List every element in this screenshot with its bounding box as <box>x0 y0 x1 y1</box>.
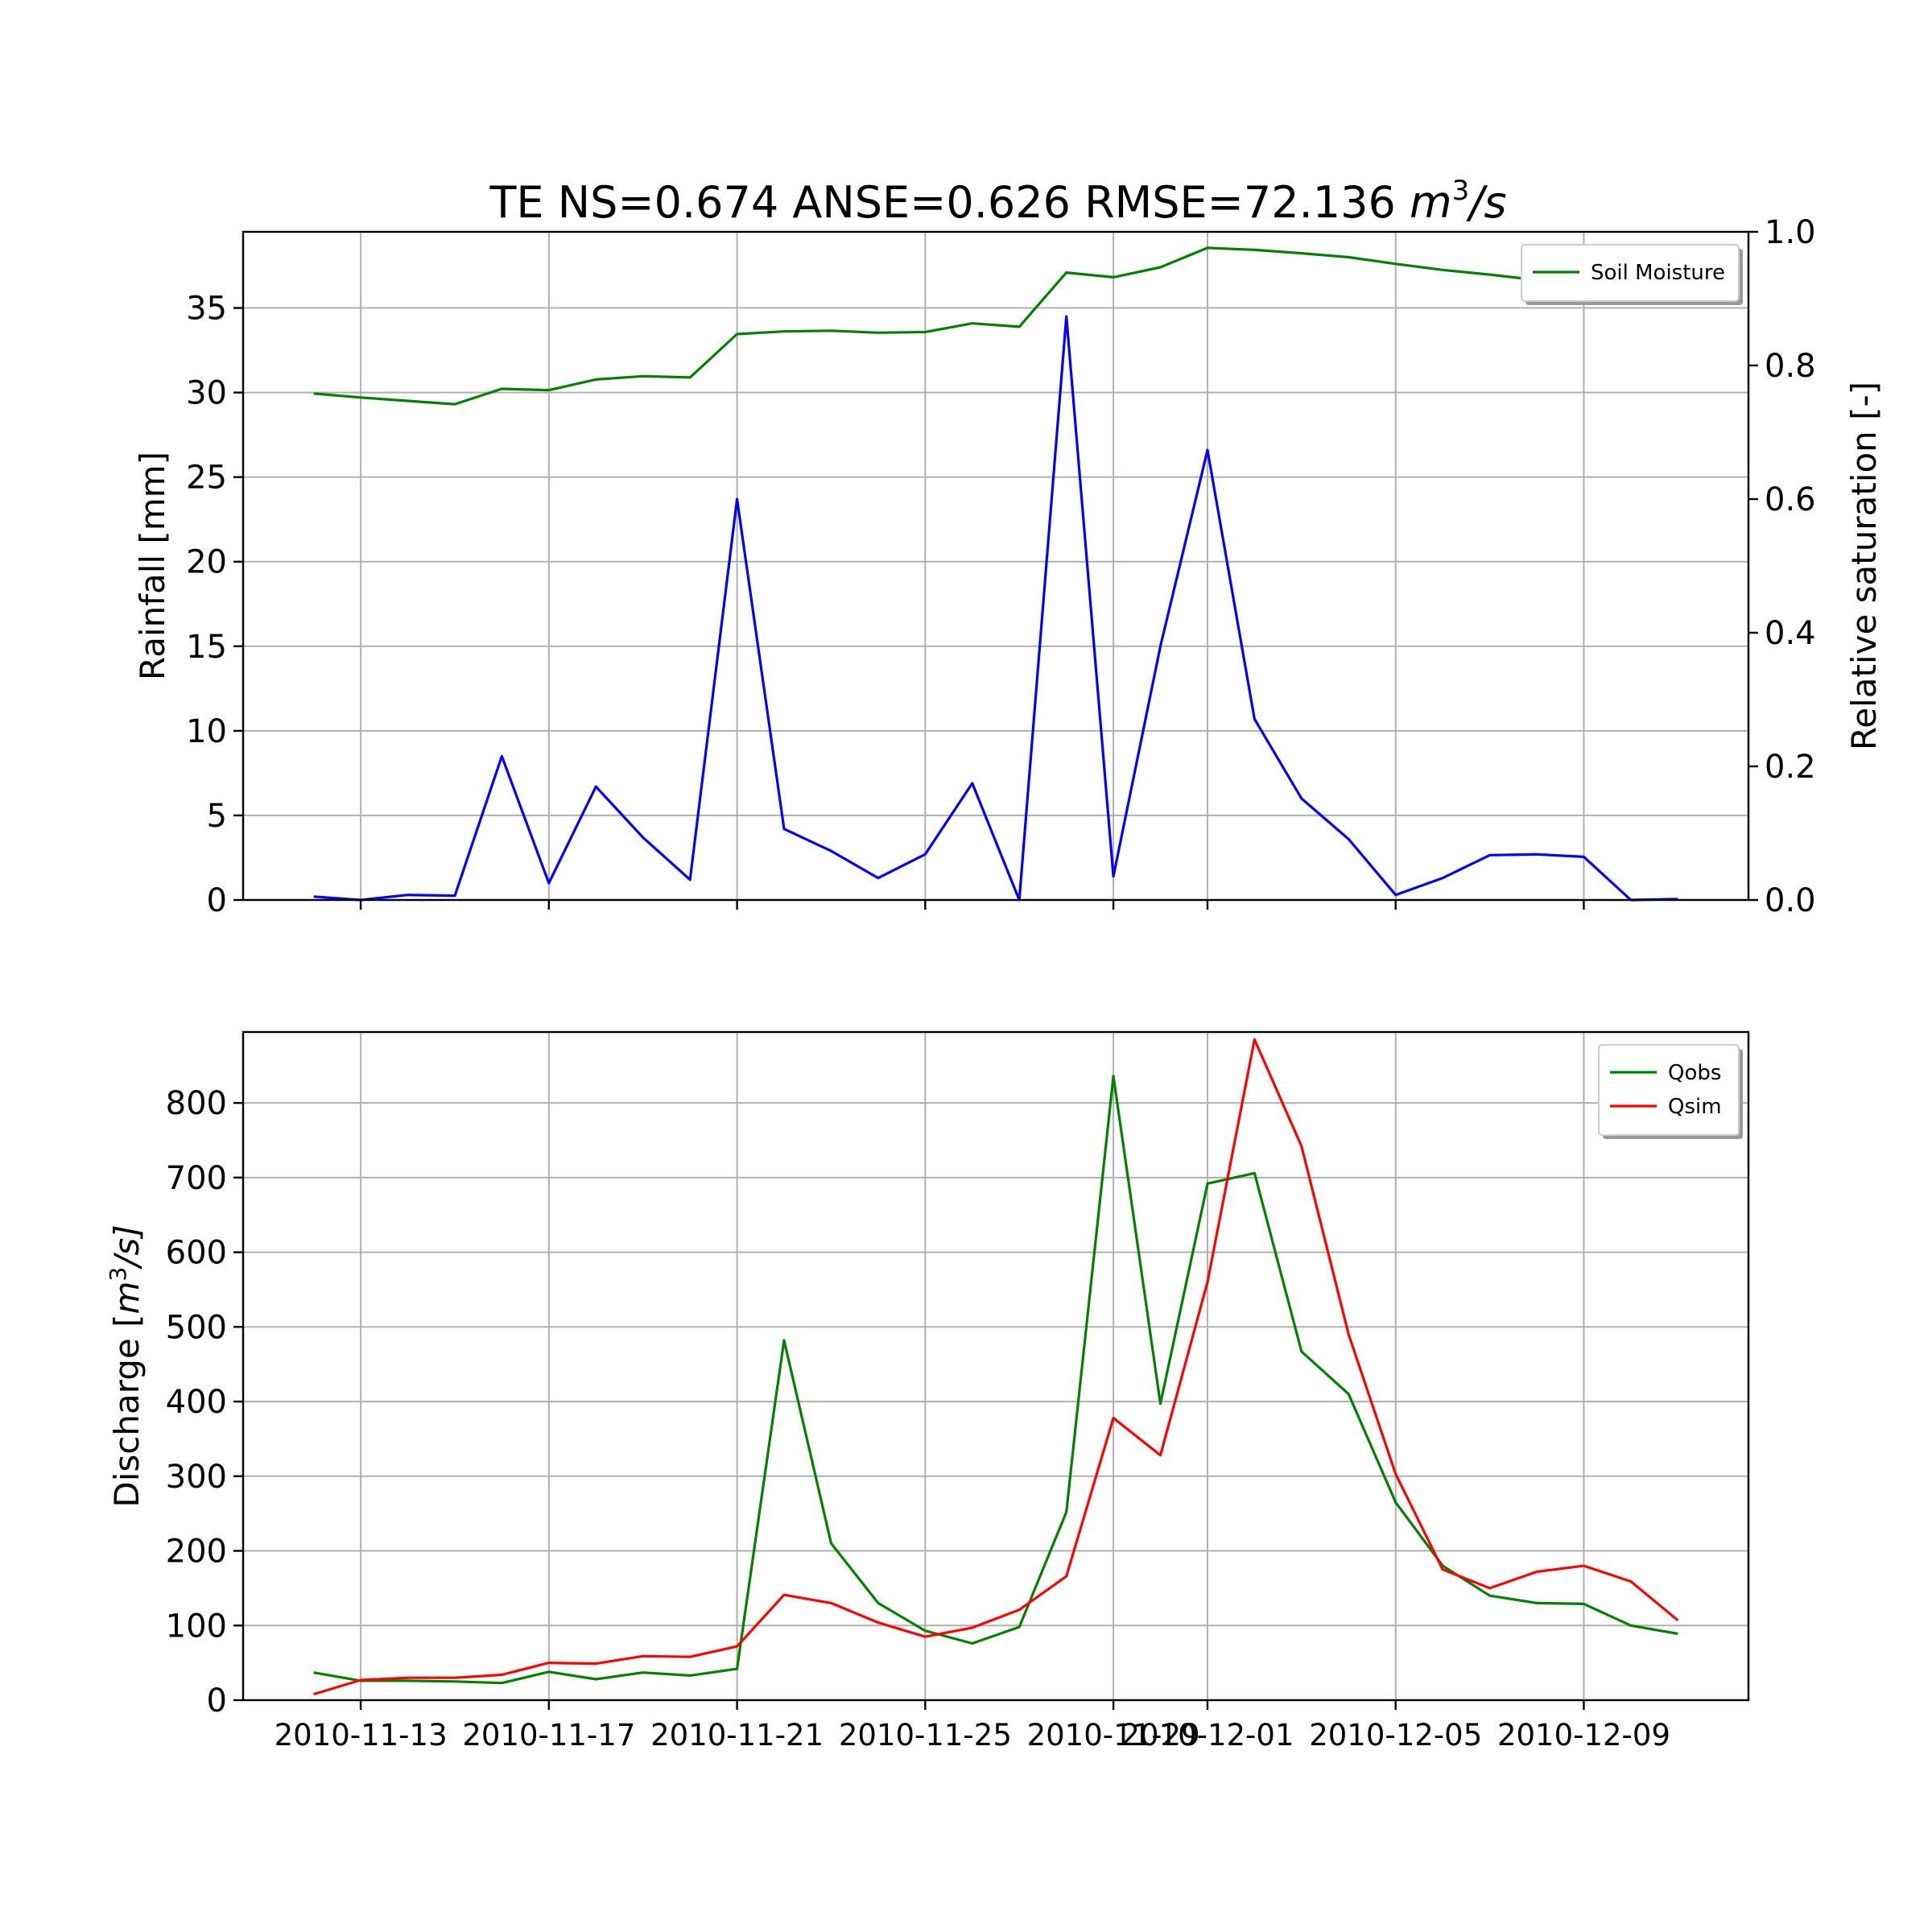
discharge-y-tick-label: 500 <box>166 1309 227 1346</box>
soil-moisture-series-line <box>313 246 1678 406</box>
discharge-x-tick-label: 2010-12-09 <box>1497 1718 1670 1752</box>
chart-title: TE NS=0.674 ANSE=0.626 RMSE=72.136 m3/s <box>489 175 1506 228</box>
rainfall-ticks: 0 5 10 15 20 25 30 35 0.0 0.2 0.4 0.6 0.8 1.0 <box>186 214 1816 919</box>
legend-label: Qobs <box>1668 1061 1721 1085</box>
discharge-y-tick-label: 400 <box>166 1384 227 1421</box>
title-unit-base: m <box>1410 177 1452 228</box>
discharge-y-axis-label: Discharge [m3/s] <box>105 1224 147 1507</box>
discharge-y-tick-label: 600 <box>166 1235 227 1272</box>
rainfall-series <box>313 246 1678 902</box>
rainfall-axes-frame <box>242 230 1750 902</box>
rainfall-0-series-line <box>313 315 1678 902</box>
rainfall-y-tick-label: 30 <box>186 375 227 412</box>
rainfall-grid <box>243 232 1748 901</box>
discharge-x-tick-label: 2010-12-05 <box>1309 1718 1482 1752</box>
discharge-x-tick-label: 2010-11-25 <box>839 1718 1012 1752</box>
discharge-ylabel-unit-tail: /s] <box>107 1224 147 1269</box>
qsim-series-line <box>313 1038 1679 1696</box>
saturation-y-tick-label: 0.6 <box>1765 481 1816 518</box>
discharge-x-tick-label: 2010-11-29 <box>1027 1718 1200 1752</box>
rainfall-y-tick-label: 0 <box>207 882 227 919</box>
title-unit-exp: 3 <box>1452 175 1470 207</box>
rainfall-y-tick-label: 20 <box>186 544 227 581</box>
rainfall-y-axis-label: Rainfall [mm] <box>133 452 172 680</box>
rainfall-y-tick-label: 5 <box>207 798 227 835</box>
discharge-y-tick-label: 200 <box>166 1534 227 1571</box>
discharge-ticks: 0 100 200 300 400 500 600 700 800 2010-11-13 2010-… <box>166 1085 1670 1752</box>
legend-label: Soil Moisture <box>1591 261 1725 285</box>
saturation-y-axis-label: Relative saturation [-] <box>1844 382 1884 750</box>
qobs-series-line <box>313 1075 1678 1685</box>
saturation-y-tick-label: 0.4 <box>1765 615 1816 652</box>
discharge-ylabel-unit-base: m <box>107 1282 147 1315</box>
discharge-ylabel-text: Discharge [ <box>107 1315 147 1508</box>
discharge-x-tick-label: 2010-11-17 <box>462 1718 635 1752</box>
discharge-legend: Qobs Qsim <box>1598 1044 1743 1139</box>
legend-box <box>1598 1044 1740 1136</box>
legend-label: Qsim <box>1668 1095 1722 1119</box>
discharge-panel: 0 100 200 300 400 500 600 700 800 2010-11-13 2010-… <box>105 1030 1750 1752</box>
soil-moisture-legend: Soil Moisture <box>1521 244 1743 305</box>
rainfall-y-tick-label: 15 <box>186 629 227 666</box>
discharge-x-tick-label: 2010-11-13 <box>275 1718 448 1752</box>
saturation-y-tick-label: 1.0 <box>1765 214 1816 251</box>
discharge-y-tick-label: 700 <box>166 1160 227 1197</box>
discharge-series <box>313 1038 1679 1696</box>
legend-box <box>1521 244 1740 302</box>
title-unit-tail: /s <box>1466 177 1506 228</box>
saturation-y-tick-label: 0.2 <box>1765 749 1816 786</box>
rainfall-panel: 0 5 10 15 20 25 30 35 0.0 0.2 0.4 0.6 0.8 1.0 Rainfal… <box>133 214 1884 919</box>
rainfall-y-tick-label: 10 <box>186 713 227 750</box>
discharge-x-tick-label: 2010-11-21 <box>650 1718 824 1752</box>
discharge-axes-frame <box>242 1030 1750 1702</box>
rainfall-y-tick-label: 25 <box>186 460 227 497</box>
discharge-y-tick-label: 800 <box>166 1085 227 1122</box>
discharge-ylabel-unit-exp: 3 <box>105 1267 131 1282</box>
discharge-x-tick-label: 2010-12-01 <box>1121 1718 1294 1752</box>
saturation-y-tick-label: 0.0 <box>1765 882 1816 919</box>
discharge-y-tick-label: 100 <box>166 1608 227 1645</box>
discharge-y-tick-label: 0 <box>207 1682 227 1719</box>
discharge-y-tick-label: 300 <box>166 1459 227 1496</box>
rainfall-y-tick-label: 35 <box>186 291 227 328</box>
saturation-y-tick-label: 0.8 <box>1765 348 1816 385</box>
title-text: TE NS=0.674 ANSE=0.626 RMSE=72.136 <box>489 177 1410 228</box>
